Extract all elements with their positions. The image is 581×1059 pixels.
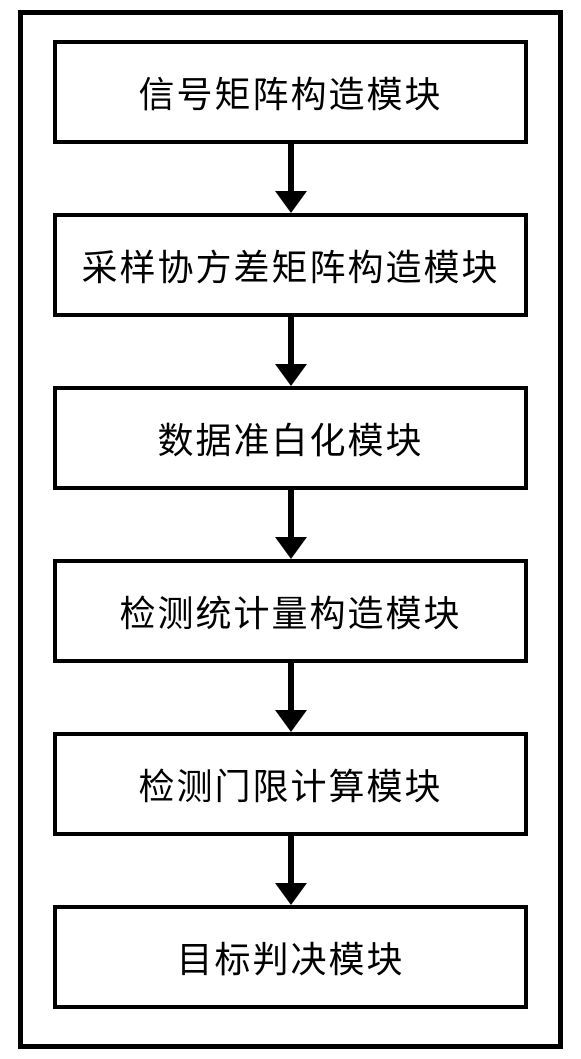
arrow-head <box>275 883 307 905</box>
arrow-down-icon <box>275 490 307 559</box>
node-label: 信号矩阵构造模块 <box>138 75 442 115</box>
arrow-head <box>275 191 307 213</box>
node-detection-statistic: 检测统计量构造模块 <box>53 559 528 663</box>
arrow-shaft <box>288 317 294 365</box>
arrow-down-icon <box>275 663 307 732</box>
arrow-shaft <box>288 490 294 538</box>
arrow-shaft <box>288 144 294 192</box>
arrow-down-icon <box>275 144 307 213</box>
arrow-head <box>275 364 307 386</box>
arrow-down-icon <box>275 317 307 386</box>
node-label: 检测统计量构造模块 <box>119 594 461 634</box>
arrow-head <box>275 710 307 732</box>
node-covariance-matrix: 采样协方差矩阵构造模块 <box>53 213 528 317</box>
node-data-whitening: 数据准白化模块 <box>53 386 528 490</box>
arrow-shaft <box>288 836 294 884</box>
node-label: 目标判决模块 <box>176 940 404 980</box>
arrow-down-icon <box>275 836 307 905</box>
flowchart-frame: 信号矩阵构造模块 采样协方差矩阵构造模块 数据准白化模块 检测统计量构造模块 检… <box>18 10 563 1049</box>
node-label: 数据准白化模块 <box>157 421 423 461</box>
node-target-decision: 目标判决模块 <box>53 905 528 1009</box>
node-label: 采样协方差矩阵构造模块 <box>81 248 499 288</box>
node-threshold-calc: 检测门限计算模块 <box>53 732 528 836</box>
arrow-shaft <box>288 663 294 711</box>
arrow-head <box>275 537 307 559</box>
node-signal-matrix: 信号矩阵构造模块 <box>53 40 528 144</box>
node-label: 检测门限计算模块 <box>138 767 442 807</box>
